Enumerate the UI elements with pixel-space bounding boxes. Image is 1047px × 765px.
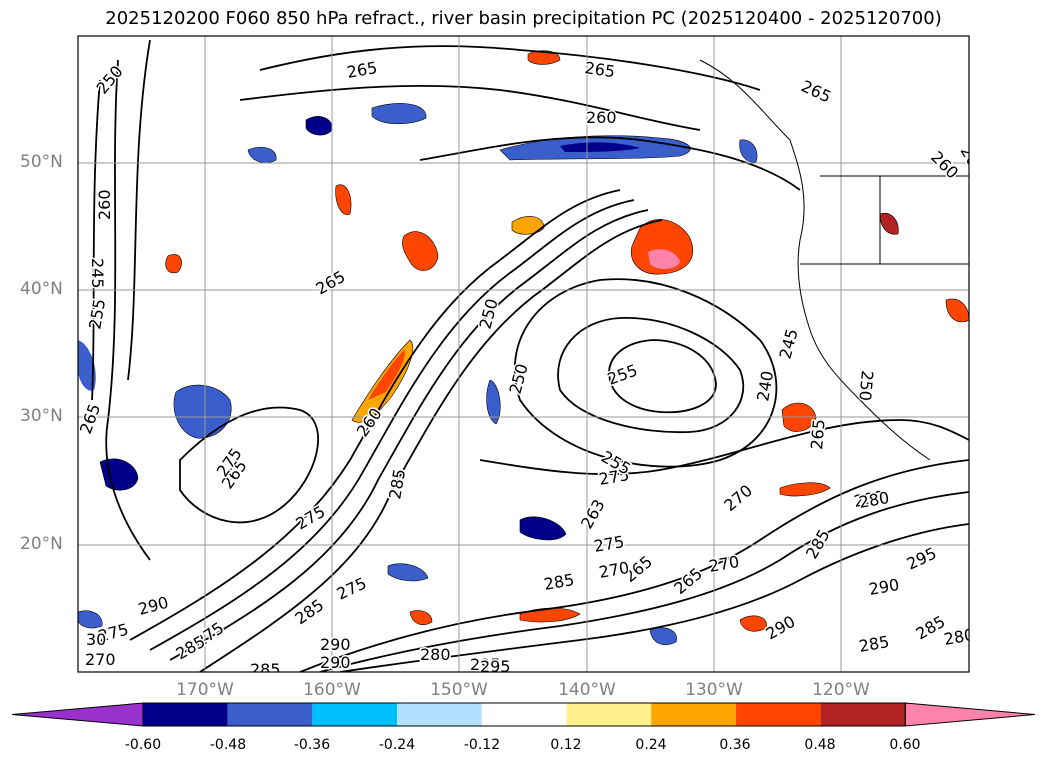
contour-line (419, 136, 801, 191)
colorbar-label: -0.36 (293, 737, 331, 753)
lon-label-150w: 150°W (430, 680, 488, 700)
colorbar-swatch (227, 703, 313, 726)
colorbar-frame (142, 702, 906, 727)
negative-anomaly-area (486, 379, 501, 425)
contour-label-265: 265 (807, 418, 829, 450)
north-america-coastline (699, 59, 931, 461)
contour-label-295: 295 (470, 655, 501, 674)
negative-anomaly-area (739, 139, 758, 163)
colorbar-label: 0.24 (635, 737, 667, 753)
coastlines (699, 59, 969, 461)
contour-label-280: 280 (942, 625, 975, 649)
contour-label-280: 280 (420, 645, 451, 664)
colorbar-extend-high (904, 702, 1036, 727)
precip-anomaly-fills (78, 50, 969, 645)
colorbar-label: -0.12 (463, 737, 501, 753)
colorbar-swatch (312, 703, 398, 726)
contour-line (105, 59, 151, 561)
contour-line (127, 39, 151, 381)
positive-anomaly-area (402, 231, 439, 271)
contour-label-265: 265 (583, 58, 616, 81)
colorbar-swatch (397, 703, 482, 726)
contour-line (319, 491, 969, 672)
contour-label-30: 30 (86, 630, 106, 649)
colorbar-label: 0.48 (804, 737, 836, 753)
map-gridlines (78, 36, 969, 672)
negative-anomaly-area (387, 563, 429, 582)
positive-anomaly-area (335, 184, 352, 215)
colorbar-extend-low (11, 702, 144, 727)
contour-label-295: 295 (480, 657, 511, 676)
map-plot-area (78, 36, 969, 672)
contour-label-245: 245 (88, 258, 107, 289)
contour-line (149, 199, 635, 651)
lat-label-20n: 20°N (20, 534, 63, 554)
positive-anomaly-area (779, 482, 831, 497)
negative-anomaly-area (519, 516, 567, 541)
colorbar-swatch (143, 703, 228, 726)
lat-label-40n: 40°N (20, 279, 63, 299)
contour-line (479, 419, 969, 476)
lon-label-160w: 160°W (303, 680, 361, 700)
state-borders (800, 175, 969, 265)
contour-label-290: 290 (320, 653, 351, 672)
contour-label-260: 260 (95, 189, 114, 220)
colorbar-label: -0.48 (209, 737, 247, 753)
contour-line (91, 79, 101, 401)
colorbar-label: -0.60 (124, 737, 162, 753)
negative-anomaly-area (247, 147, 277, 163)
positive-anomaly-area (945, 298, 969, 323)
negative-anomaly-area (78, 610, 103, 629)
contour-label-280: 280 (852, 487, 885, 511)
contour-line (259, 45, 761, 91)
lat-label-30n: 30°N (20, 406, 63, 426)
contour-line (299, 459, 969, 672)
colorbar-label: 0.36 (719, 737, 751, 753)
negative-anomaly-area (371, 103, 427, 125)
map-frame (77, 35, 970, 673)
colorbar (11, 702, 1036, 727)
contour-label-285: 285 (250, 660, 281, 679)
refractivity-contours (91, 39, 969, 672)
contour-line (179, 406, 320, 524)
contour-label-270: 270 (85, 650, 116, 669)
contour-line (129, 189, 621, 641)
positive-anomaly-area (165, 254, 182, 274)
lat-label-50n: 50°N (20, 152, 63, 172)
negative-anomaly-area (560, 142, 640, 152)
colorbar-swatch (735, 703, 821, 726)
negative-anomaly-area (173, 384, 232, 439)
contour-line (239, 84, 701, 131)
colorbar-label: -0.24 (378, 737, 416, 753)
contour-line (514, 278, 778, 468)
positive-anomaly-area (409, 610, 433, 625)
contour-label-290: 290 (320, 635, 351, 654)
map-title: 2025120200 F060 850 hPa refract., river … (105, 8, 942, 29)
lon-label-130w: 130°W (685, 680, 743, 700)
colorbar-swatch (481, 703, 567, 726)
colorbar-swatch (820, 703, 906, 726)
positive-anomaly-area (511, 216, 545, 235)
colorbar-label: 0.12 (550, 737, 582, 753)
lon-label-120w: 120°W (812, 680, 870, 700)
positive-anomaly-area (879, 212, 899, 235)
lon-label-140w: 140°W (558, 680, 616, 700)
colorbar-swatch (651, 703, 736, 726)
lon-label-170w: 170°W (176, 680, 234, 700)
contour-line (199, 219, 663, 672)
colorbar-label: 0.60 (889, 737, 921, 753)
negative-anomaly-area (649, 627, 677, 645)
positive-anomaly-area (648, 249, 680, 270)
contour-label-250: 250 (855, 370, 877, 402)
colorbar-swatch (566, 703, 652, 726)
positive-anomaly-area (739, 615, 767, 632)
negative-anomaly-area (78, 340, 96, 391)
contour-label-280: 280 (857, 488, 890, 512)
contour-label-260: 260 (586, 108, 617, 127)
positive-anomaly-area (368, 350, 405, 400)
contour-line (169, 209, 649, 661)
contour-line (608, 339, 717, 414)
